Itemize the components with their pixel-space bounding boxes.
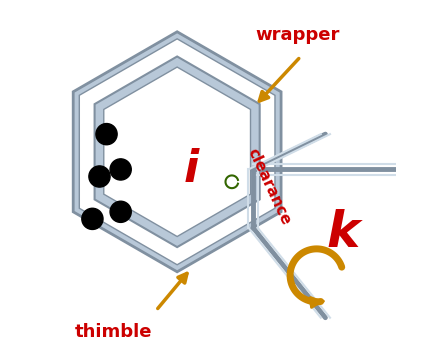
Text: i: i [183,148,198,191]
Polygon shape [79,39,274,265]
Text: thimble: thimble [75,323,152,341]
Text: clearance: clearance [244,146,293,228]
Circle shape [96,124,117,145]
Polygon shape [103,67,250,237]
Circle shape [110,201,131,222]
Circle shape [88,166,110,187]
Circle shape [110,159,131,180]
Polygon shape [73,32,280,272]
Circle shape [81,208,103,229]
Polygon shape [94,56,259,247]
Text: k: k [326,209,359,257]
Text: wrapper: wrapper [254,26,339,44]
